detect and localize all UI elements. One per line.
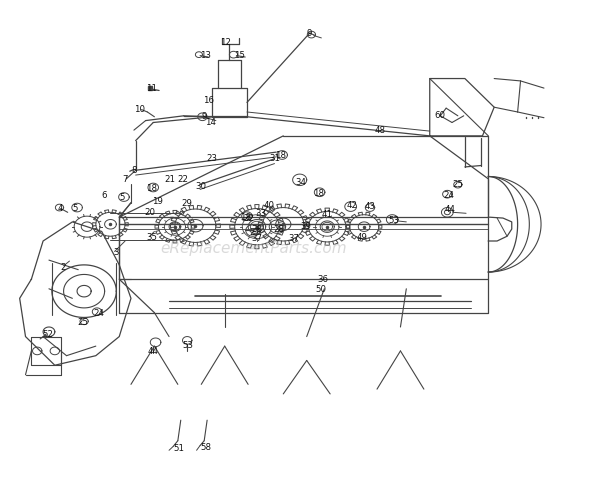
Text: 30: 30 — [196, 182, 206, 190]
Text: 27: 27 — [250, 228, 261, 237]
Text: 40: 40 — [263, 201, 274, 210]
Text: 16: 16 — [203, 95, 214, 105]
Text: 32: 32 — [244, 214, 255, 223]
Text: 60: 60 — [435, 111, 446, 120]
Text: 24: 24 — [443, 191, 454, 200]
Text: 18: 18 — [313, 189, 324, 198]
Text: 51: 51 — [173, 444, 185, 454]
Text: 37: 37 — [289, 234, 299, 243]
Text: 50: 50 — [316, 285, 327, 294]
Text: 39: 39 — [300, 222, 311, 231]
Text: 48: 48 — [375, 126, 385, 134]
Text: 23: 23 — [206, 154, 217, 163]
Text: 11: 11 — [146, 83, 157, 93]
Text: 29: 29 — [181, 199, 192, 208]
Text: 12: 12 — [221, 38, 231, 47]
Text: 24: 24 — [93, 309, 104, 318]
Text: 18: 18 — [240, 213, 251, 222]
Text: 38: 38 — [251, 225, 263, 234]
Text: 53: 53 — [183, 341, 194, 349]
Text: 9: 9 — [307, 28, 312, 38]
Text: 58: 58 — [201, 443, 211, 452]
Text: 25: 25 — [77, 318, 88, 327]
Text: 53: 53 — [388, 216, 399, 226]
Text: 7: 7 — [122, 175, 128, 184]
Text: 2: 2 — [61, 263, 66, 272]
Text: 15: 15 — [234, 51, 245, 60]
Text: 31: 31 — [269, 154, 280, 163]
Text: 44: 44 — [148, 348, 159, 356]
Text: 4: 4 — [58, 204, 63, 213]
Text: 3: 3 — [113, 248, 119, 257]
Text: 21: 21 — [165, 175, 176, 184]
Text: 20: 20 — [144, 208, 155, 217]
Text: 36: 36 — [317, 275, 329, 284]
Text: 37: 37 — [251, 234, 263, 243]
Text: 10: 10 — [135, 105, 145, 114]
Text: 33: 33 — [255, 209, 267, 218]
Text: 22: 22 — [177, 175, 188, 184]
Text: 13: 13 — [200, 51, 211, 60]
Text: 5: 5 — [119, 192, 125, 201]
Text: 49: 49 — [357, 233, 368, 241]
Text: 14: 14 — [205, 118, 215, 127]
Text: 44: 44 — [445, 205, 455, 214]
Text: 19: 19 — [152, 197, 163, 206]
Text: 52: 52 — [42, 330, 53, 339]
Text: 43: 43 — [365, 202, 375, 211]
Text: 5: 5 — [73, 204, 78, 213]
Text: 41: 41 — [322, 210, 333, 219]
Text: 28: 28 — [273, 225, 284, 234]
Text: 34: 34 — [296, 178, 306, 187]
Text: 9: 9 — [202, 112, 207, 121]
Text: 35: 35 — [146, 233, 157, 241]
Text: 18: 18 — [275, 151, 286, 161]
Text: 8: 8 — [131, 166, 137, 175]
Text: 25: 25 — [453, 180, 463, 189]
Text: 42: 42 — [347, 201, 358, 210]
Text: 6: 6 — [102, 191, 107, 200]
Text: 18: 18 — [146, 184, 157, 193]
Text: eReplacementParts.com: eReplacementParts.com — [160, 241, 348, 255]
